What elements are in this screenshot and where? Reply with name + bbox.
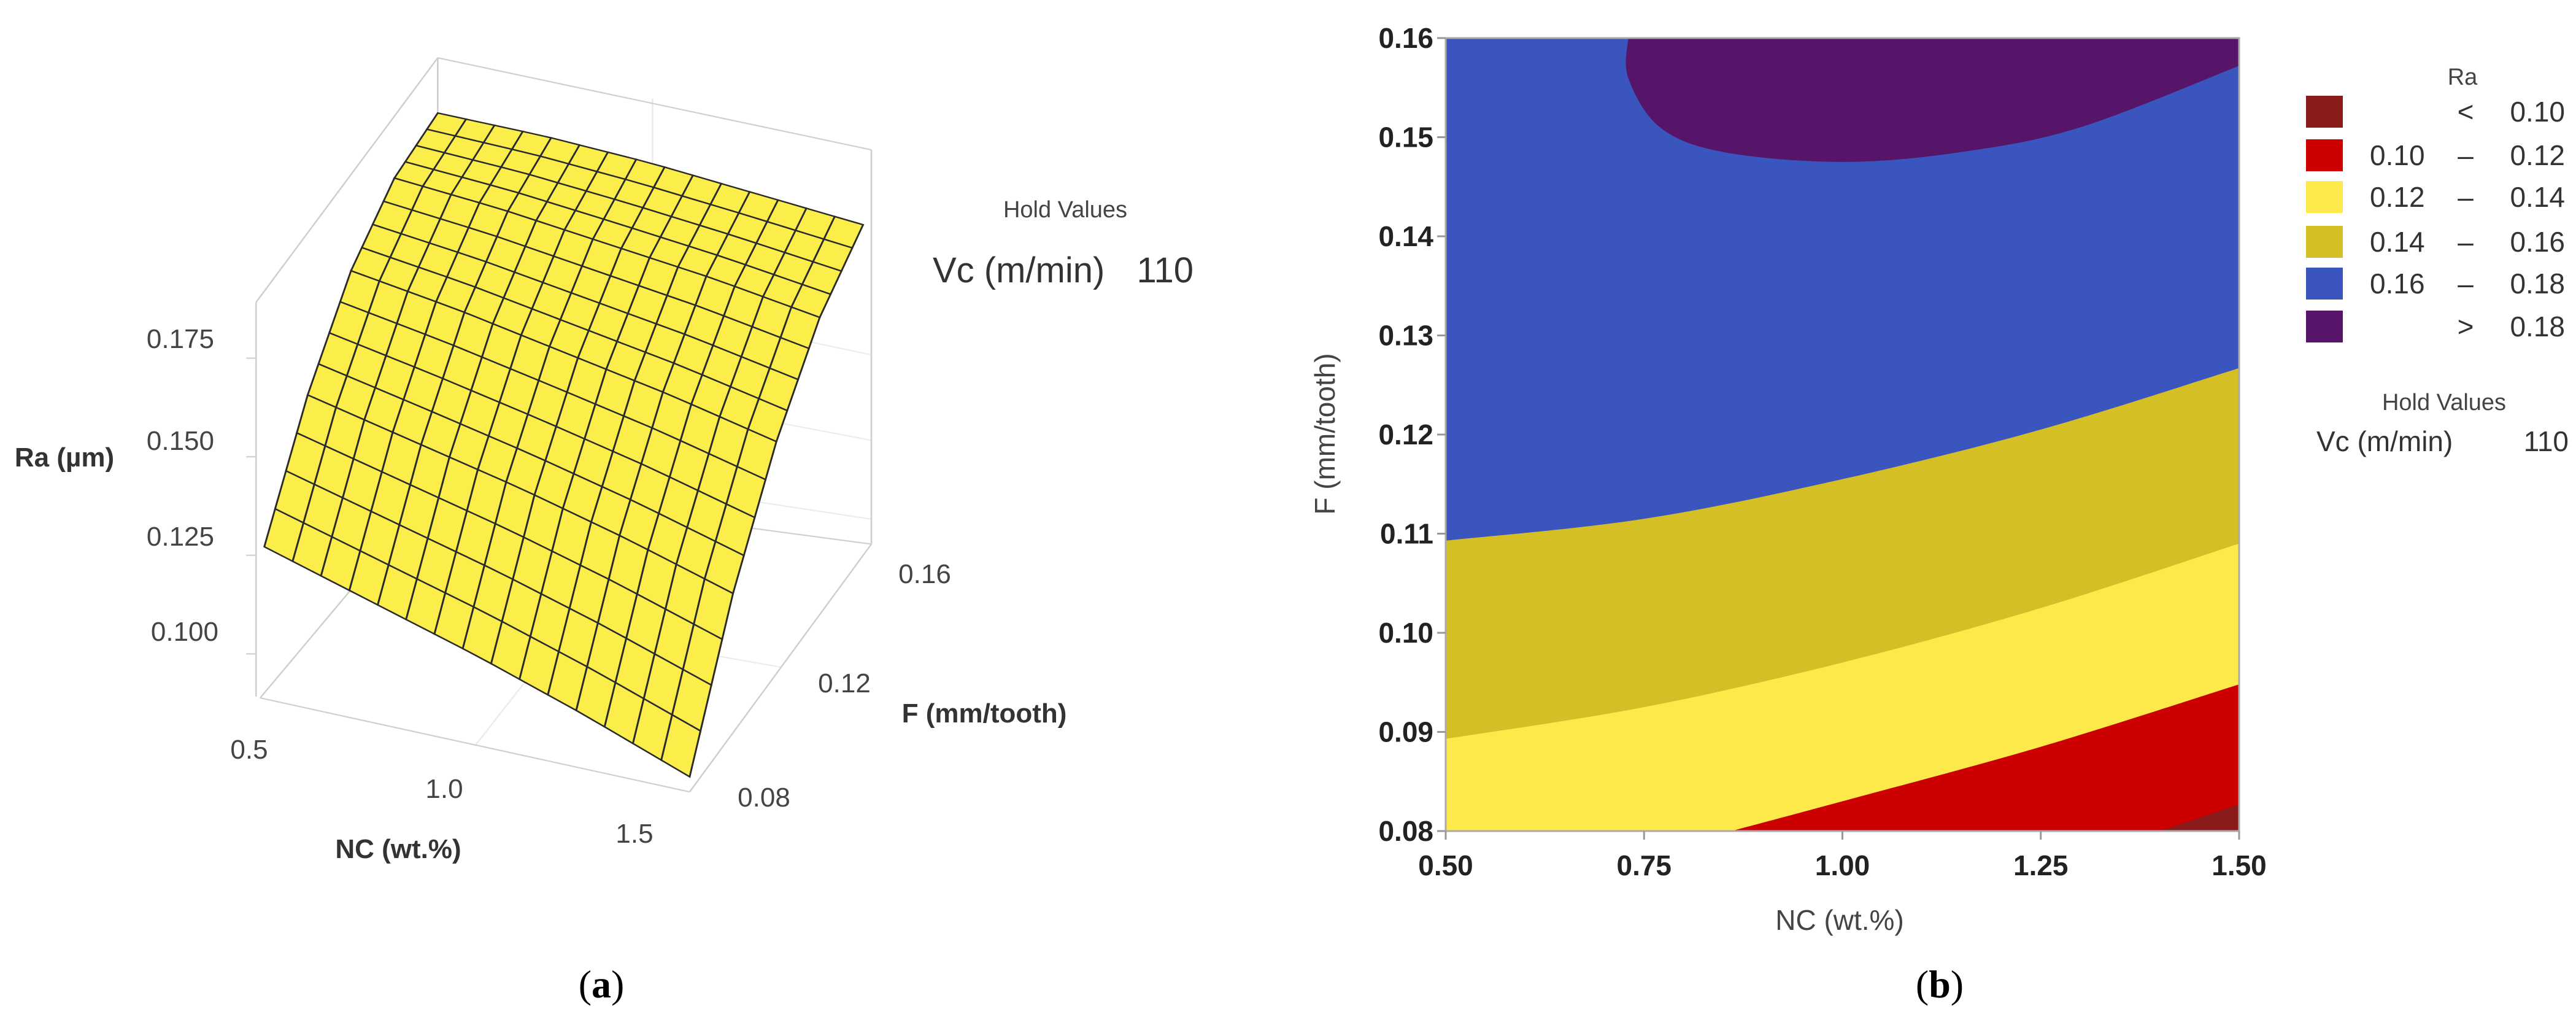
z-tick-label: 0.175 <box>147 324 214 354</box>
response-surface <box>263 112 865 778</box>
z-tick-label: 0.125 <box>147 522 214 552</box>
legend-low: 0.10 <box>2370 139 2425 171</box>
legend-swatch <box>2306 268 2343 300</box>
x-tick-label: 0.5 <box>230 735 268 765</box>
legend-item: >0.18 <box>2306 311 2565 342</box>
nc-axis-line <box>260 697 690 793</box>
legend-high: 0.12 <box>2510 139 2565 171</box>
contour-regions <box>1446 38 2239 831</box>
axis-ticks: 0.50 0.75 1.00 1.25 1.50 0.16 0.15 0.14 0.13 0.12… <box>1378 22 2266 881</box>
surface-plot-panel: 0.175 0.150 0.125 0.100 Ra (µm) 0.5 1.0 … <box>15 57 1194 1006</box>
hold-variable-value: 110 <box>2524 425 2569 457</box>
f-axis-line <box>688 543 873 792</box>
legend-swatch <box>2306 139 2343 171</box>
y-tick-label: 0.12 <box>1378 419 1433 451</box>
legend-item: 0.12 – 0.14 <box>2306 181 2565 213</box>
caption-b: (b) <box>1916 962 1964 1006</box>
z-tick-label: 0.100 <box>151 617 218 647</box>
legend-title: Ra <box>2448 64 2478 90</box>
legend-high: 0.10 <box>2510 96 2565 128</box>
y-tick-label: 0.10 <box>1378 617 1433 649</box>
legend-item: 0.14 – 0.16 <box>2306 226 2565 258</box>
y-tick-label: 0.13 <box>1378 320 1433 352</box>
z-axis-label: Ra (µm) <box>15 443 114 473</box>
y-tick-label: 0.08 <box>1378 815 1433 847</box>
legend-high: 0.14 <box>2510 181 2565 213</box>
x-tick-label: 1.25 <box>2013 849 2069 881</box>
x-tick-label: 1.50 <box>2212 849 2267 881</box>
legend-low: 0.12 <box>2370 181 2425 213</box>
y-axis-label: F (mm/tooth) <box>1309 353 1341 514</box>
legend-separator: < <box>2458 96 2474 128</box>
legend-swatch <box>2306 96 2343 128</box>
caption-a: (a) <box>579 962 625 1006</box>
z-tick-label: 0.150 <box>147 426 214 456</box>
hold-values-title: Hold Values <box>2382 390 2506 416</box>
x-tick-label: 0.50 <box>1418 849 1473 881</box>
contour-plot-panel: 0.50 0.75 1.00 1.25 1.50 0.16 0.15 0.14 0.13 0.12… <box>1309 22 2569 1006</box>
y-tick-label: 0.16 <box>898 559 951 589</box>
hold-variable-label: Vc (m/min) <box>933 250 1105 290</box>
y-tick-label: 0.16 <box>1378 22 1433 54</box>
hold-variable-value: 110 <box>1137 250 1194 290</box>
legend-item: 0.10 – 0.12 <box>2306 139 2565 171</box>
hold-values-title: Hold Values <box>1003 197 1127 223</box>
caption-letter: b <box>1929 962 1951 1006</box>
box-edge <box>255 57 439 303</box>
x-axis-label: NC (wt.%) <box>1775 904 1904 936</box>
legend-separator: – <box>2458 226 2474 258</box>
x-tick-label: 1.00 <box>1815 849 1870 881</box>
legend-separator: – <box>2458 181 2474 213</box>
y-tick-label: 0.15 <box>1378 122 1433 153</box>
x-tick-label: 1.5 <box>615 819 653 849</box>
surface-cell <box>660 713 702 778</box>
legend-swatch <box>2306 181 2343 213</box>
legend-item: 0.16 – 0.18 <box>2306 268 2565 300</box>
y-axis-label: F (mm/tooth) <box>902 698 1067 729</box>
legend-swatch <box>2306 226 2343 258</box>
x-tick-label: 0.75 <box>1616 849 1672 881</box>
x-tick-label: 1.0 <box>425 774 463 804</box>
y-tick-label: 0.08 <box>738 783 790 813</box>
region-above-0.18 <box>1625 38 2239 162</box>
region-0.10-0.12 <box>1731 684 2239 831</box>
legend-low: 0.16 <box>2370 268 2425 300</box>
legend-high: 0.16 <box>2510 226 2565 258</box>
legend-high: 0.18 <box>2510 268 2565 300</box>
legend-separator: – <box>2458 139 2474 171</box>
x-axis-label: NC (wt.%) <box>335 834 461 864</box>
region-below-0.10 <box>2159 804 2239 831</box>
box-edge <box>438 57 872 151</box>
legend: Ra <0.100.10–0.120.12–0.140.14–0.160.16–… <box>2306 64 2565 342</box>
legend-high: 0.18 <box>2510 311 2565 342</box>
y-tick-label: 0.11 <box>1380 518 1433 550</box>
y-tick-label: 0.12 <box>818 668 871 698</box>
y-tick-label: 0.09 <box>1378 716 1433 748</box>
y-tick-label: 0.14 <box>1378 220 1433 252</box>
legend-separator: – <box>2458 268 2474 300</box>
legend-swatch <box>2306 311 2343 342</box>
legend-item: <0.10 <box>2306 96 2565 128</box>
legend-separator: > <box>2458 311 2474 342</box>
hold-variable-label: Vc (m/min) <box>2316 425 2453 457</box>
legend-low: 0.14 <box>2370 226 2425 258</box>
caption-letter: a <box>592 962 611 1006</box>
